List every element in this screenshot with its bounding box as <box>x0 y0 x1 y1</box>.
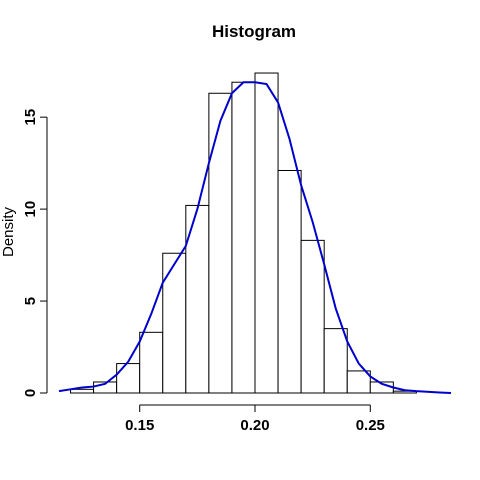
y-tick-label-2: 10 <box>22 201 39 218</box>
x-tick-label-2: 0.25 <box>356 417 385 434</box>
histogram-bar-2 <box>116 363 141 394</box>
density-curve <box>58 81 452 394</box>
histogram-bar-11 <box>323 328 348 394</box>
histogram-bar-10 <box>300 239 325 394</box>
y-tick-label-3: 15 <box>22 109 39 126</box>
x-tick-label-0: 0.15 <box>125 417 154 434</box>
x-tick-label-1: 0.20 <box>240 417 269 434</box>
chart-title: Histogram <box>212 22 296 41</box>
histogram-bar-9 <box>277 169 302 394</box>
y-tick-label-1: 5 <box>22 297 39 305</box>
histogram-bar-12 <box>346 370 371 394</box>
y-tick-label-0: 0 <box>22 389 39 397</box>
x-axis: 0.15 0.20 0.25 <box>125 404 385 434</box>
histogram-bar-3 <box>139 331 164 394</box>
histogram-bar-8 <box>254 72 279 394</box>
y-axis: 0 5 10 15 <box>22 109 48 397</box>
histogram-bar-7 <box>231 81 256 394</box>
histogram-bar-6 <box>208 92 233 394</box>
y-axis-label: Density <box>0 206 17 257</box>
histogram-bars <box>70 72 417 394</box>
histogram-bar-0 <box>70 388 95 394</box>
histogram-bar-4 <box>162 252 187 394</box>
